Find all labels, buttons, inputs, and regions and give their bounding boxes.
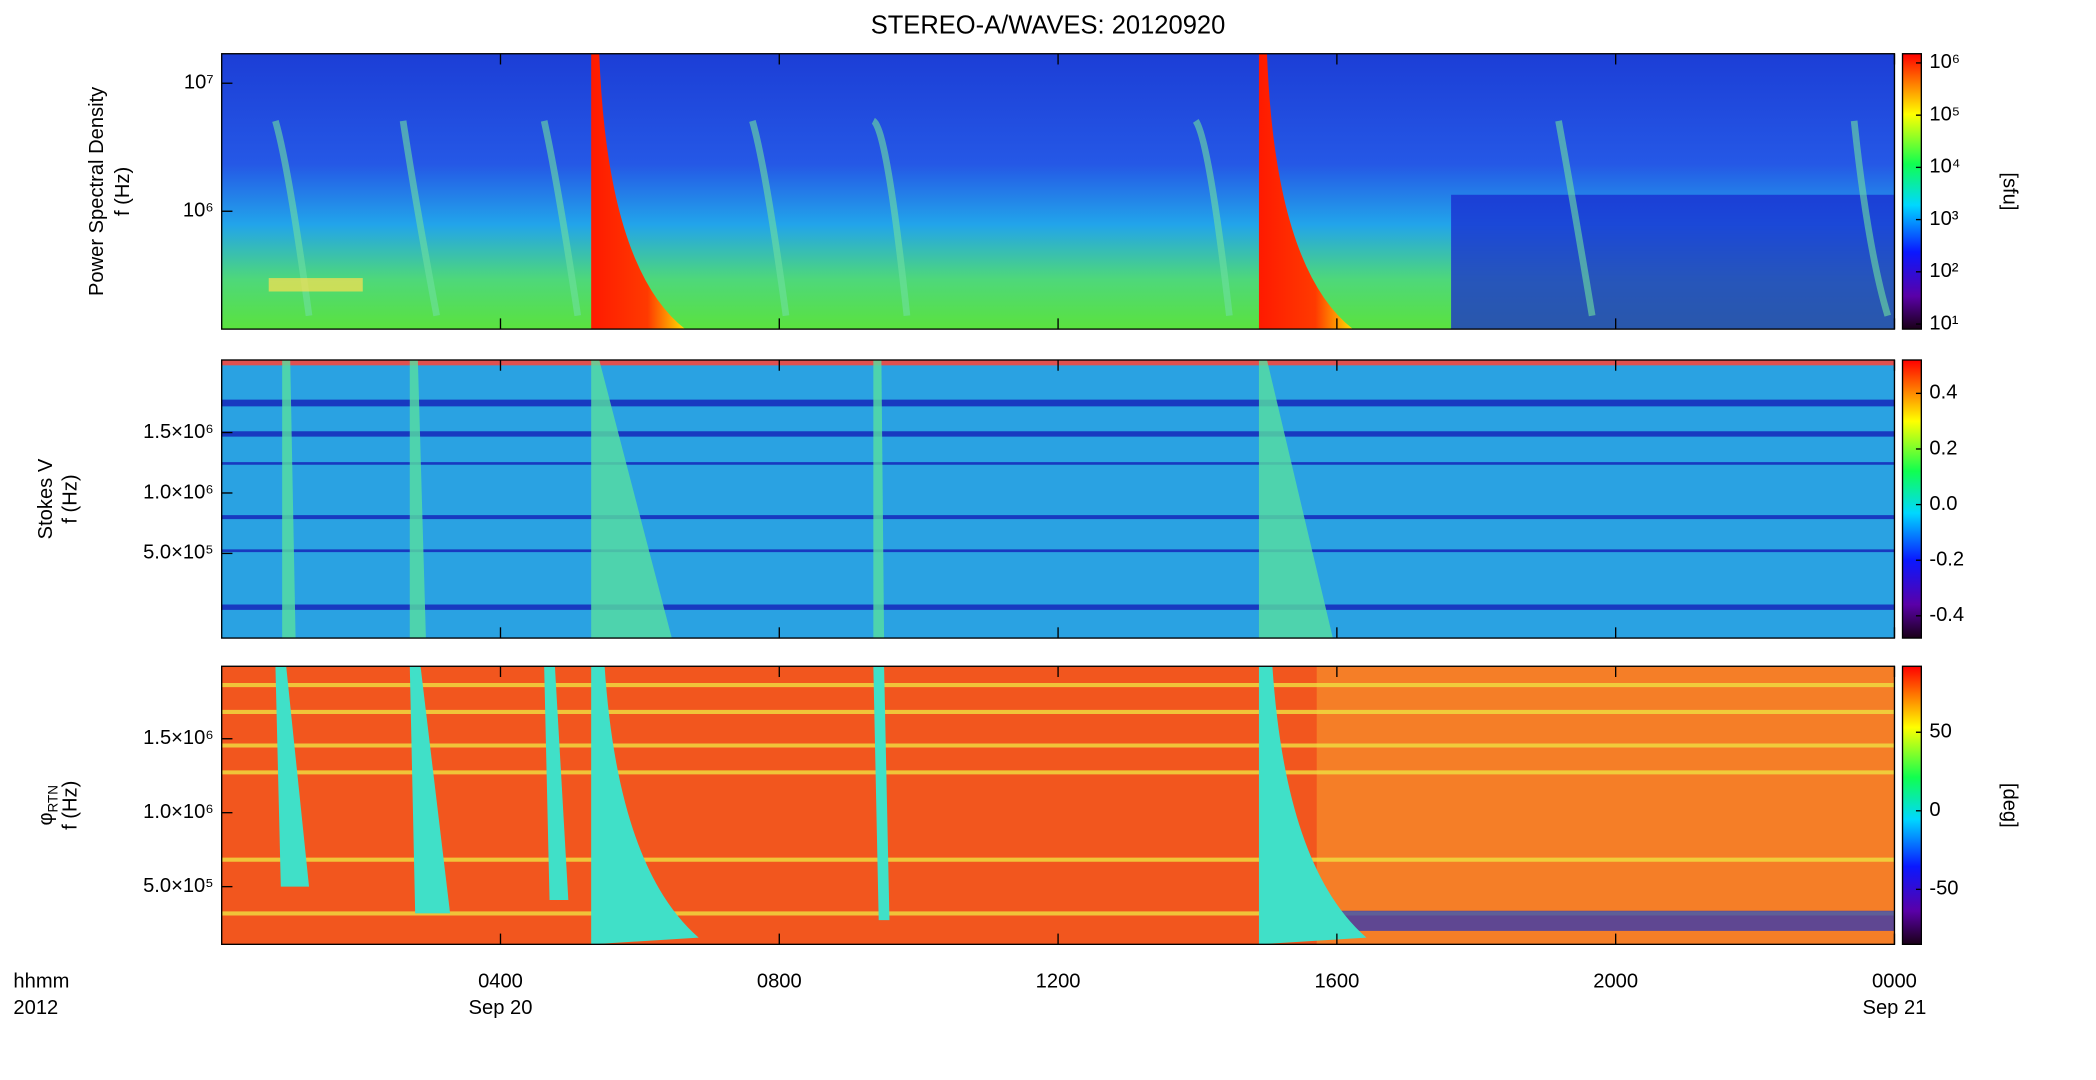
colorbar xyxy=(1901,665,1923,946)
chart-title: STEREO-A/WAVES: 20120920 xyxy=(871,12,1226,40)
spectrogram-burst xyxy=(1258,666,1367,945)
spectrogram-streak xyxy=(540,120,582,317)
y-axis-unit: f (Hz) xyxy=(60,474,82,523)
colorbar-tick-label: 10¹ xyxy=(1929,312,1958,334)
y-axis-label-sub: RTN xyxy=(45,785,60,812)
spectrogram-burst xyxy=(873,360,885,639)
y-tick-label: 10⁶ xyxy=(183,200,214,222)
colorbar-tick-label: 10³ xyxy=(1929,208,1958,230)
y-tick-label: 5.0×10⁵ xyxy=(143,875,214,897)
spectrogram-streak xyxy=(871,117,911,317)
x-tick-label: 0000 xyxy=(1872,970,1917,992)
x-tick-label: 0800 xyxy=(757,970,802,992)
y-tick-label: 1.0×10⁶ xyxy=(143,481,213,503)
spectrogram-streak xyxy=(1192,119,1233,317)
y-axis-label: φRTN xyxy=(35,785,60,825)
colorbar-tick-label: 10² xyxy=(1929,260,1958,282)
colorbar-tick-label: 50 xyxy=(1929,721,1951,743)
x-tick-label: 1600 xyxy=(1314,970,1359,992)
spectrogram-streak xyxy=(399,120,440,317)
x-date-label: Sep 20 xyxy=(469,997,533,1019)
colorbar-tick-label: 10⁶ xyxy=(1929,51,1960,73)
y-axis-label: Power Spectral Density xyxy=(86,86,108,296)
x-axis-label: 2012 xyxy=(13,997,58,1019)
y-tick-label: 10⁷ xyxy=(184,72,214,94)
spectrogram-burst xyxy=(275,666,310,887)
spectrogram-quiet xyxy=(1451,194,1895,330)
y-axis-label-text: φ xyxy=(35,812,57,825)
spectrogram-streak xyxy=(749,119,790,317)
spectrogram-streak xyxy=(1850,120,1891,317)
y-tick-label: 1.0×10⁶ xyxy=(143,801,213,823)
colorbar-tick-label: 0.2 xyxy=(1929,437,1957,459)
colorbar-tick-label: -0.2 xyxy=(1929,549,1964,571)
y-tick-label: 1.5×10⁶ xyxy=(143,727,213,749)
spectrogram-low xyxy=(1316,910,1895,931)
spectrogram-burst xyxy=(1258,53,1353,330)
y-axis-unit: f (Hz) xyxy=(112,167,134,216)
colorbar-tick-label: 0.0 xyxy=(1929,493,1957,515)
spectrogram-burst xyxy=(591,53,686,330)
colorbar-label: [sfu] xyxy=(1998,172,2020,210)
spectrogram-noisy xyxy=(1316,666,1895,945)
colorbar-tick-label: 10⁴ xyxy=(1929,156,1960,178)
colorbar-tick-label: 0.4 xyxy=(1929,382,1957,404)
spectrogram-burst xyxy=(873,666,890,921)
spectrogram-burst xyxy=(409,360,426,639)
colorbar xyxy=(1901,359,1923,639)
x-date-label: Sep 21 xyxy=(1863,997,1927,1019)
y-axis-label: Stokes V xyxy=(35,458,57,539)
x-tick-label: 0400 xyxy=(478,970,523,992)
spectrogram-band xyxy=(268,278,363,292)
x-tick-label: 2000 xyxy=(1593,970,1638,992)
spectrogram-burst xyxy=(591,666,699,945)
colorbar-tick-label: -50 xyxy=(1929,878,1958,900)
x-tick-label: 1200 xyxy=(1036,970,1081,992)
y-axis-label-text: Stokes V xyxy=(35,458,57,539)
colorbar-tick-label: -0.4 xyxy=(1929,604,1964,626)
spectrogram-burst xyxy=(591,360,672,639)
spectrogram-burst xyxy=(409,666,451,914)
spectrogram-burst xyxy=(1258,360,1333,639)
spectrogram-burst xyxy=(544,666,569,900)
colorbar xyxy=(1901,53,1923,330)
y-tick-label: 1.5×10⁶ xyxy=(143,421,213,443)
x-axis-label: hhmm xyxy=(13,970,69,992)
y-tick-label: 5.0×10⁵ xyxy=(143,542,214,564)
spectrogram-streak xyxy=(1555,120,1596,317)
spectrogram-burst xyxy=(282,360,296,639)
y-axis-unit: f (Hz) xyxy=(60,781,82,830)
colorbar-label: [deg] xyxy=(1998,783,2020,828)
y-axis-label-text: Power Spectral Density xyxy=(86,86,108,296)
colorbar-tick-label: 10⁵ xyxy=(1929,103,1960,125)
colorbar-tick-label: 0 xyxy=(1929,799,1940,821)
